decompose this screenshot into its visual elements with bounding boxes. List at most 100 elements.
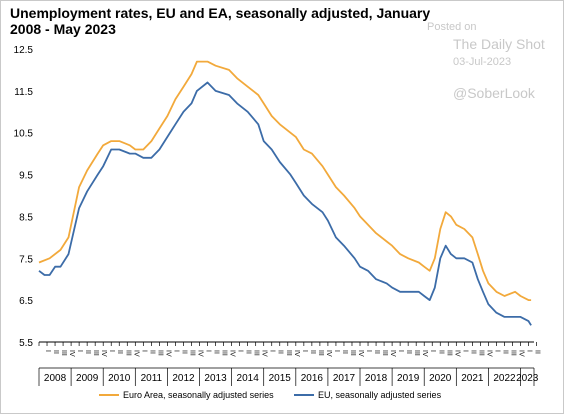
x-quarter-label: III bbox=[445, 350, 452, 356]
x-quarter-label: II bbox=[213, 350, 220, 354]
x-quarter-label: II bbox=[148, 350, 155, 354]
x-quarter-label: I bbox=[44, 350, 51, 352]
x-quarter-label: III bbox=[124, 350, 131, 356]
x-quarter-label: IV bbox=[325, 350, 332, 357]
chart-title: Unemployment rates, EU and EA, seasonall… bbox=[10, 5, 431, 37]
x-quarter-label: I bbox=[365, 350, 372, 352]
x-quarter-label: III bbox=[413, 350, 420, 356]
x-year-label: 2018 bbox=[365, 373, 388, 384]
x-year-label: 2019 bbox=[397, 373, 420, 384]
x-year-label: 2016 bbox=[301, 373, 324, 384]
x-year-label: 2008 bbox=[44, 373, 67, 384]
x-quarter-label: II bbox=[437, 350, 444, 354]
x-year-label: 2009 bbox=[76, 373, 99, 384]
x-quarter-label: IV bbox=[421, 350, 428, 357]
legend: Euro Area, seasonally adjusted series EU… bbox=[1, 390, 564, 404]
x-year-label: 2010 bbox=[108, 373, 131, 384]
legend-swatch-eu bbox=[294, 394, 314, 396]
x-quarter-label: IV bbox=[261, 350, 268, 357]
x-quarter-label: IV bbox=[164, 350, 171, 357]
y-tick-label: 6.5 bbox=[19, 296, 33, 307]
x-year-label: 2015 bbox=[269, 373, 292, 384]
x-quarter-label: I bbox=[205, 350, 212, 352]
x-quarter-label: IV bbox=[293, 350, 300, 357]
x-quarter-label: III bbox=[285, 350, 292, 356]
x-quarter-label: III bbox=[156, 350, 163, 356]
x-quarter-label: I bbox=[493, 350, 500, 352]
legend-item-euro-area: Euro Area, seasonally adjusted series bbox=[99, 390, 274, 400]
x-quarter-label: II bbox=[341, 350, 348, 354]
x-quarter-label: I bbox=[333, 350, 340, 352]
x-quarter-label: III bbox=[221, 350, 228, 356]
x-quarter-label: II bbox=[116, 350, 123, 354]
x-quarter-label: IV bbox=[100, 350, 107, 357]
x-quarter-label: I bbox=[140, 350, 147, 352]
x-quarter-label: I bbox=[397, 350, 404, 352]
x-quarter-label: I bbox=[429, 350, 436, 352]
y-tick-label: 8.5 bbox=[19, 212, 33, 223]
x-quarter-label: III bbox=[381, 350, 388, 356]
x-quarter-label: IV bbox=[518, 350, 525, 357]
x-quarter-label: II bbox=[534, 350, 541, 354]
series-line-euro-area bbox=[38, 60, 532, 301]
y-tick-label: 5.5 bbox=[19, 338, 33, 349]
x-quarter-label: II bbox=[84, 350, 91, 354]
x-year-label: 2012 bbox=[172, 373, 195, 384]
x-quarter-label: I bbox=[172, 350, 179, 352]
x-quarter-label: II bbox=[277, 350, 284, 354]
x-quarter-label: II bbox=[405, 350, 412, 354]
x-quarter-label: I bbox=[526, 350, 533, 352]
x-quarter-label: IV bbox=[132, 350, 139, 357]
x-quarter-label: IV bbox=[485, 350, 492, 357]
x-quarter-label: III bbox=[253, 350, 260, 356]
y-tick-label: 12.5 bbox=[14, 45, 34, 56]
legend-label-eu: EU, seasonally adjusted series bbox=[318, 390, 442, 400]
x-quarter-label: II bbox=[180, 350, 187, 354]
y-tick-label: 7.5 bbox=[19, 254, 33, 265]
x-quarter-label: IV bbox=[197, 350, 204, 357]
x-quarter-label: I bbox=[108, 350, 115, 352]
x-quarter-label: II bbox=[373, 350, 380, 354]
x-year-label: 2020 bbox=[429, 373, 452, 384]
watermark-source: The Daily Shot bbox=[453, 36, 545, 52]
x-quarter-label: IV bbox=[229, 350, 236, 357]
x-year-label: 2023 bbox=[516, 373, 539, 384]
x-quarter-label: IV bbox=[68, 350, 75, 357]
x-quarter-label: III bbox=[510, 350, 517, 356]
y-tick-label: 9.5 bbox=[19, 171, 33, 182]
x-year-label: 2017 bbox=[333, 373, 356, 384]
x-quarter-label: II bbox=[52, 350, 59, 354]
x-quarter-label: I bbox=[269, 350, 276, 352]
series-line-eu bbox=[38, 81, 532, 326]
x-year-label: 2014 bbox=[237, 373, 260, 384]
x-quarter-label: III bbox=[92, 350, 99, 356]
x-quarter-label: I bbox=[237, 350, 244, 352]
x-axis: I II III IV I II III IV I II III IV I II III IV I II III IV… bbox=[38, 341, 541, 386]
x-year-label: 2021 bbox=[461, 373, 484, 384]
x-quarter-label: II bbox=[245, 350, 252, 354]
x-quarter-label: I bbox=[76, 350, 83, 352]
x-quarter-label: III bbox=[317, 350, 324, 356]
watermark-date: 03-Jul-2023 bbox=[453, 56, 512, 68]
x-quarter-label: III bbox=[189, 350, 196, 356]
x-quarter-label: II bbox=[502, 350, 509, 354]
watermark-handle: @SoberLook bbox=[453, 85, 535, 101]
series-lines bbox=[38, 60, 532, 326]
x-quarter-label: III bbox=[60, 350, 67, 356]
x-year-label: 2022 bbox=[493, 373, 516, 384]
x-quarter-label: II bbox=[309, 350, 316, 354]
x-quarter-label: I bbox=[461, 350, 468, 352]
x-quarter-label: IV bbox=[389, 350, 396, 357]
x-quarter-label: II bbox=[469, 350, 476, 354]
watermark-posted-on: Posted on bbox=[427, 21, 477, 33]
y-axis: 12.5 11.5 10.5 9.5 8.5 7.5 6.5 5.5 bbox=[14, 45, 34, 349]
legend-swatch-euro-area bbox=[99, 394, 119, 396]
x-quarter-label: III bbox=[477, 350, 484, 356]
y-tick-label: 11.5 bbox=[14, 87, 33, 98]
legend-item-eu: EU, seasonally adjusted series bbox=[294, 390, 441, 400]
x-quarter-label: I bbox=[301, 350, 308, 352]
y-tick-label: 10.5 bbox=[14, 129, 34, 140]
legend-label-euro-area: Euro Area, seasonally adjusted series bbox=[123, 390, 274, 400]
